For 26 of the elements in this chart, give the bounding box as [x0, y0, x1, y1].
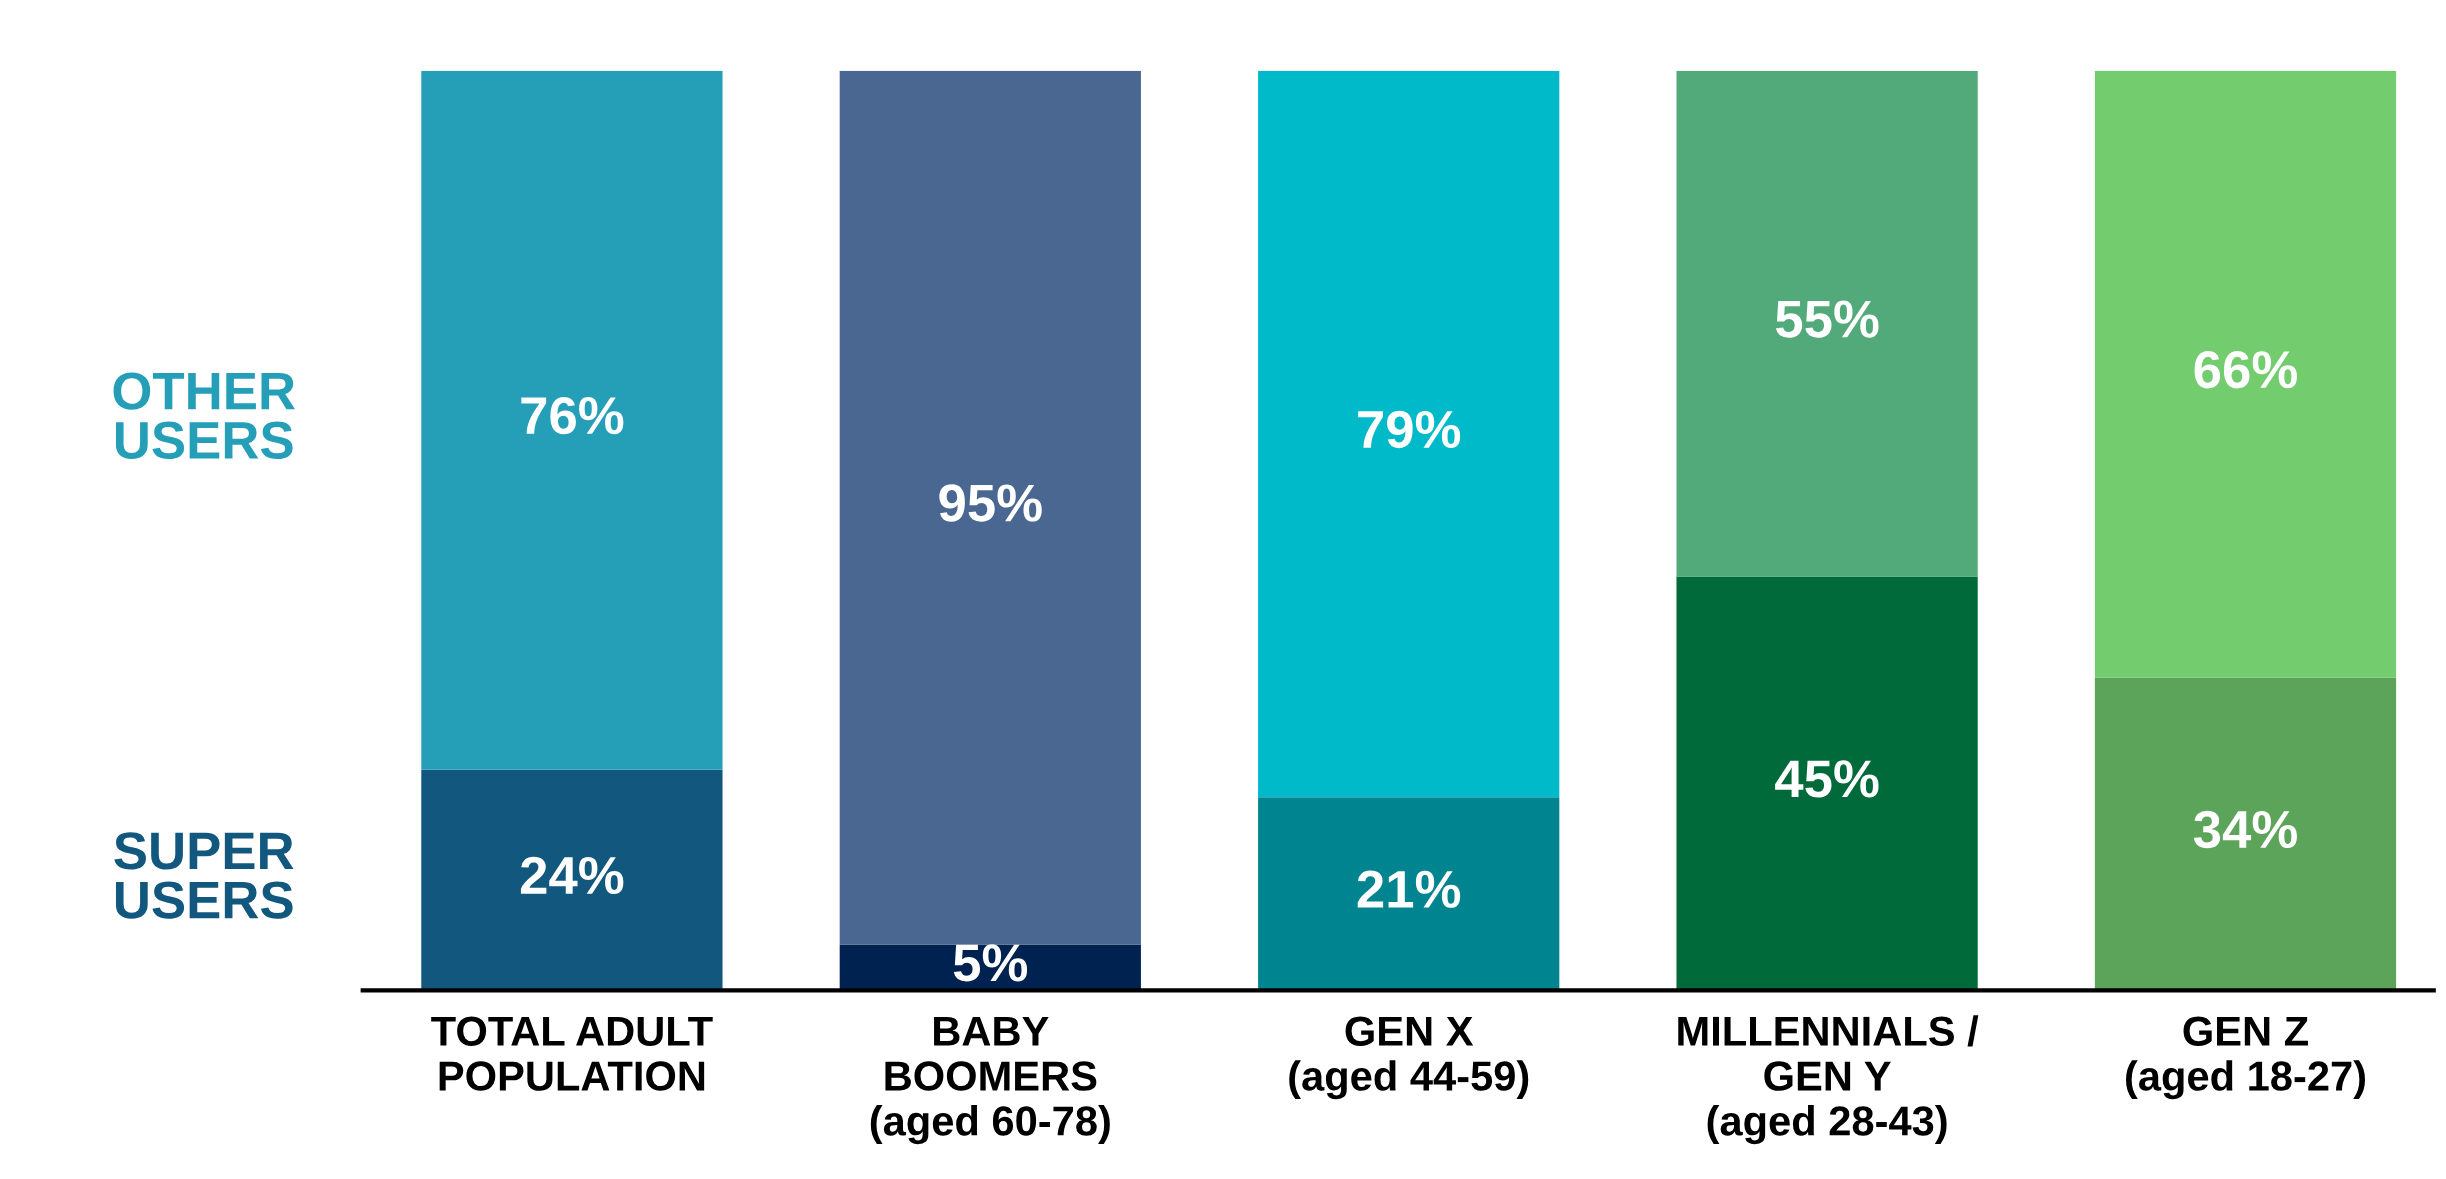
bar: [421, 70, 723, 770]
bar: [2094, 70, 2397, 678]
text: SUPER USERS: [114, 832, 294, 919]
bar: [2094, 677, 2397, 991]
x-tick-label: GEN X (aged 44-59): [1289, 1016, 1529, 1100]
data-label: 21%: [1357, 870, 1461, 908]
bar: [1676, 576, 1978, 991]
x-tick-label: BABY BOOMERS (aged 60-78): [870, 1016, 1110, 1145]
bar: [839, 70, 1141, 945]
data-label: 5%: [953, 944, 1028, 982]
data-label: 79%: [1358, 410, 1461, 449]
x-tick-label: GEN Z (aged 18-27): [2126, 1016, 2365, 1100]
x-tick-label: MILLENNIALS / GEN Y (aged 28-43): [1678, 1015, 1979, 1145]
data-label: 24%: [520, 856, 624, 895]
bar: [1258, 797, 1560, 991]
data-label: 76%: [521, 396, 624, 435]
bar: [1676, 70, 1978, 577]
bar: [1258, 70, 1560, 798]
data-label: 66%: [2194, 351, 2297, 389]
data-label: 55%: [1775, 300, 1879, 338]
text: OTHER USERS: [113, 372, 296, 459]
data-label: 95%: [939, 484, 1042, 522]
data-label: 34%: [2193, 810, 2297, 849]
bar: [421, 769, 723, 991]
x-tick-label: TOTAL ADULT POPULATION: [431, 1016, 713, 1091]
data-label: 45%: [1775, 760, 1879, 798]
